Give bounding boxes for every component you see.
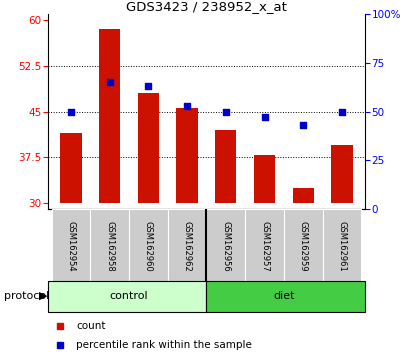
Bar [215,130,237,203]
Bar [60,133,82,203]
Text: GSM162954: GSM162954 [66,221,76,272]
Bar [331,145,353,203]
Text: count: count [76,321,106,331]
Point [300,122,307,128]
Bar [176,108,198,203]
Point [145,84,152,89]
Text: GSM162956: GSM162956 [221,221,230,272]
Bar [90,209,129,283]
Bar [99,29,120,203]
Point [68,109,74,114]
Text: ▶: ▶ [39,291,48,301]
Text: GSM162962: GSM162962 [183,221,192,272]
Title: GDS3423 / 238952_x_at: GDS3423 / 238952_x_at [126,0,287,13]
Bar [254,155,275,203]
Bar [168,209,207,283]
Text: protocol: protocol [4,291,49,301]
Point [222,109,229,114]
Bar [48,281,207,312]
Bar [207,281,365,312]
Bar [51,209,90,283]
Point [106,80,113,85]
Text: GSM162958: GSM162958 [105,221,114,272]
Bar [284,209,322,283]
Point [184,103,190,108]
Bar [129,209,168,283]
Bar [207,209,245,283]
Text: GSM162960: GSM162960 [144,221,153,272]
Bar [322,209,361,283]
Bar [293,188,314,203]
Text: GSM162961: GSM162961 [337,221,347,272]
Bar [245,209,284,283]
Text: control: control [110,291,148,302]
Point [339,109,345,114]
Text: GSM162959: GSM162959 [299,221,308,272]
Text: GSM162957: GSM162957 [260,221,269,272]
Bar [138,93,159,203]
Text: diet: diet [273,291,295,302]
Point [261,115,268,120]
Text: percentile rank within the sample: percentile rank within the sample [76,341,252,350]
